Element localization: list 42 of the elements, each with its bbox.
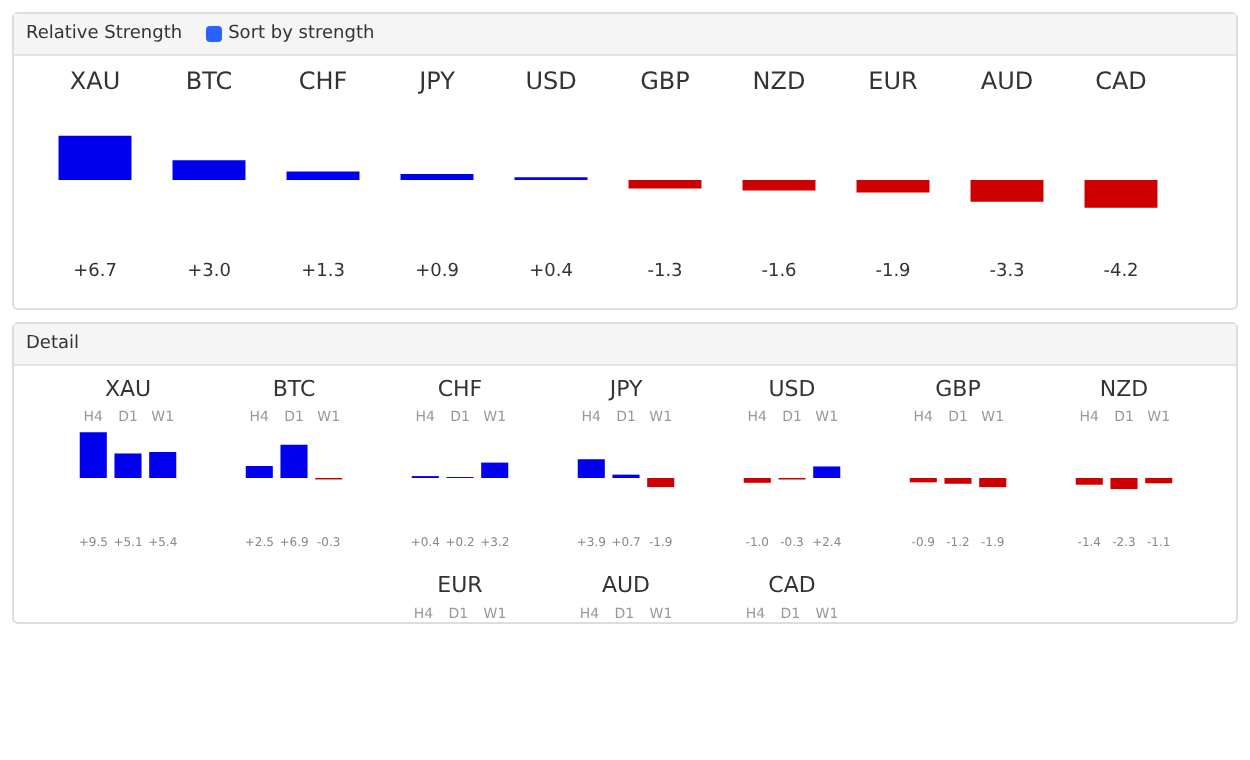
text: Detail	[14, 324, 1236, 366]
x-tick-label: XAU	[69, 67, 121, 95]
data-label: -1.6	[761, 262, 798, 282]
x-tick-label: EUR	[868, 67, 918, 95]
chart-title: JPY	[607, 376, 643, 402]
x-tick-label: BTC	[185, 67, 233, 95]
bar	[856, 180, 930, 193]
x-tick-label: CAD	[1095, 67, 1147, 95]
bar	[628, 180, 702, 189]
text: CAD	[766, 572, 818, 598]
data-label: -3.3	[989, 262, 1025, 282]
x-tick-label: JPY	[417, 67, 457, 95]
data-label: -1.3	[647, 262, 683, 282]
bar	[172, 160, 246, 180]
data-label: +0.9	[415, 262, 460, 282]
data-label: -4.2	[1103, 262, 1139, 282]
text: AUD	[599, 572, 653, 598]
data-label: +3.0	[187, 262, 232, 282]
bar	[1084, 180, 1158, 208]
data-label: +0.4	[529, 262, 574, 282]
bar	[742, 180, 816, 191]
x-tick-label: USD	[525, 67, 577, 95]
bar	[286, 171, 360, 180]
x-tick-label: GBP	[640, 67, 690, 95]
bar	[400, 174, 474, 180]
x-tick-label: CHF	[298, 67, 348, 95]
chart-title: CHF	[437, 376, 483, 402]
chart-title: NZD	[1099, 376, 1149, 402]
chart-title: USD	[768, 376, 816, 402]
x-tick-label: AUD	[980, 67, 1034, 95]
chart-title: BTC	[272, 376, 316, 402]
bar	[58, 135, 132, 180]
chart-title: Relative Strength	[26, 24, 183, 44]
data-label: +1.3	[301, 262, 345, 282]
text: Sort by strength	[228, 24, 375, 44]
x-tick-label: NZD	[752, 67, 806, 95]
data-label: +6.7	[73, 262, 117, 282]
bar	[970, 180, 1044, 202]
text: EUR	[435, 572, 485, 598]
chart-title: XAU	[104, 376, 152, 402]
data-label: -1.9	[875, 262, 912, 282]
chart-title: GBP	[935, 376, 982, 402]
